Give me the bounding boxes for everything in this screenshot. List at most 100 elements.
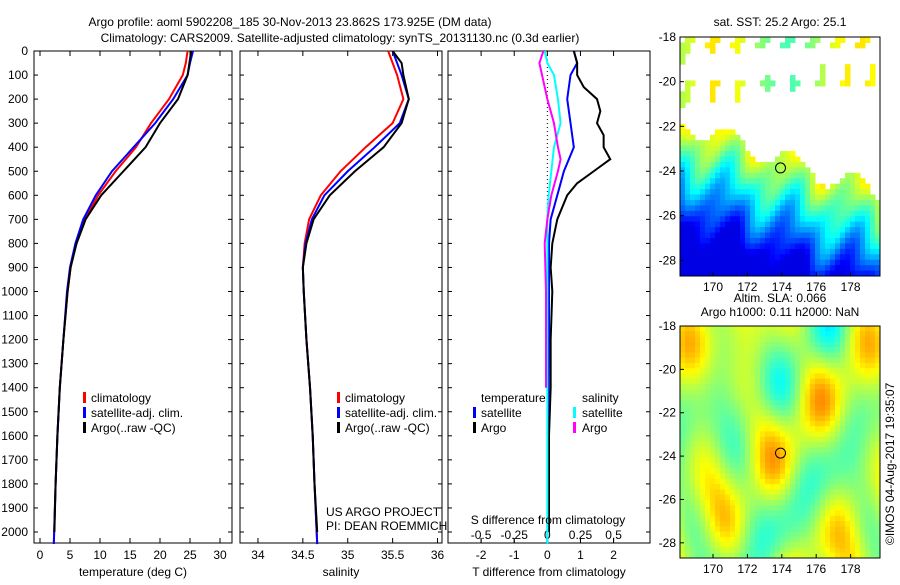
map-cell [775, 415, 781, 422]
map-cell [760, 394, 766, 401]
map-cell [845, 473, 851, 480]
map-cell [835, 183, 841, 190]
map-cell [680, 352, 686, 359]
map-cell [695, 515, 701, 522]
map-cell [720, 415, 726, 422]
map-cell [690, 37, 696, 43]
map-cell [790, 426, 796, 432]
map-cell [815, 489, 821, 496]
y-tick-label: 800 [8, 236, 28, 250]
map-cell [875, 259, 881, 266]
map-cell [720, 205, 726, 212]
x-tick-label: 176 [806, 280, 826, 294]
map-cell [695, 531, 701, 538]
map-cell [750, 494, 756, 501]
map-cell [715, 542, 721, 548]
map-cell [870, 431, 876, 438]
map-cell [870, 194, 876, 201]
map-cell [815, 237, 821, 244]
map-cell [690, 362, 696, 369]
map-cell [780, 531, 786, 538]
map-cell [700, 378, 706, 385]
y-tick-label: 1500 [1, 405, 28, 419]
map-cell [805, 189, 811, 196]
map-cell [720, 331, 726, 338]
map-cell [785, 510, 791, 517]
map-cell [870, 405, 876, 411]
map-cell [690, 510, 696, 517]
map-cell [780, 248, 786, 255]
map-cell [735, 442, 741, 448]
map-cell [680, 172, 686, 179]
legend-swatch-satellite [83, 407, 86, 418]
map-cell [805, 405, 811, 411]
map-cell [845, 405, 851, 411]
map-cell [805, 259, 811, 266]
map-cell [820, 515, 826, 522]
map-cell [820, 436, 826, 443]
map-cell [760, 521, 766, 527]
map-cell [835, 426, 841, 432]
map-cell [725, 431, 731, 438]
map-cell [725, 521, 731, 527]
map-cell [715, 341, 721, 348]
map-cell [820, 468, 826, 475]
map-cell [695, 265, 701, 272]
map-cell [815, 352, 821, 359]
map-cell [710, 221, 716, 228]
map-cell [865, 216, 871, 223]
map-cell [775, 552, 781, 559]
map-cell [780, 515, 786, 522]
map-cell [740, 389, 746, 396]
map-cell [680, 336, 686, 343]
map-cell [715, 436, 721, 443]
map-cell [710, 178, 716, 185]
map-cell [875, 265, 881, 272]
map-cell [820, 347, 826, 353]
map-cell [680, 426, 686, 432]
map-cell [730, 151, 736, 157]
map-cell [870, 221, 876, 228]
series-line-argo-raw-qc- [301, 50, 410, 533]
map-cell [705, 473, 711, 480]
map-cell [790, 384, 796, 390]
map-cell [710, 232, 716, 239]
map-cell [865, 394, 871, 401]
map-cell [700, 232, 706, 239]
map-cell [730, 515, 736, 522]
map-cell [755, 526, 761, 533]
map-cell [770, 172, 776, 179]
map-cell [745, 199, 751, 206]
map-cell [795, 326, 801, 332]
map-cell [860, 331, 866, 338]
map-cell [720, 547, 726, 554]
title-line-2: Climatology: CARS2009. Satellite-adjuste… [101, 31, 580, 45]
map-cell [855, 500, 861, 506]
map-cell [790, 489, 796, 496]
map-cell [725, 420, 731, 427]
map-cell [700, 254, 706, 261]
map-cell [680, 415, 686, 422]
map-cell [860, 368, 866, 374]
map-cell [735, 140, 741, 147]
map-cell [680, 140, 686, 147]
map-cell [705, 505, 711, 512]
x-tick-label: 174 [772, 280, 792, 294]
map-cell [840, 420, 846, 427]
map-cell [715, 478, 721, 485]
map-cell [740, 457, 746, 464]
map-cell [750, 270, 756, 277]
map-cell [735, 415, 741, 422]
map-cell [770, 442, 776, 448]
map-cell [825, 394, 831, 401]
map-cell [735, 505, 741, 512]
map-cell [760, 399, 766, 406]
map-cell [705, 521, 711, 527]
map-cell [740, 270, 746, 277]
map-cell [820, 389, 826, 396]
map-cell [715, 80, 721, 87]
map-cell [830, 531, 836, 538]
map-cell [735, 542, 741, 548]
x-axis-label: salinity [323, 565, 360, 579]
map-cell [775, 357, 781, 364]
